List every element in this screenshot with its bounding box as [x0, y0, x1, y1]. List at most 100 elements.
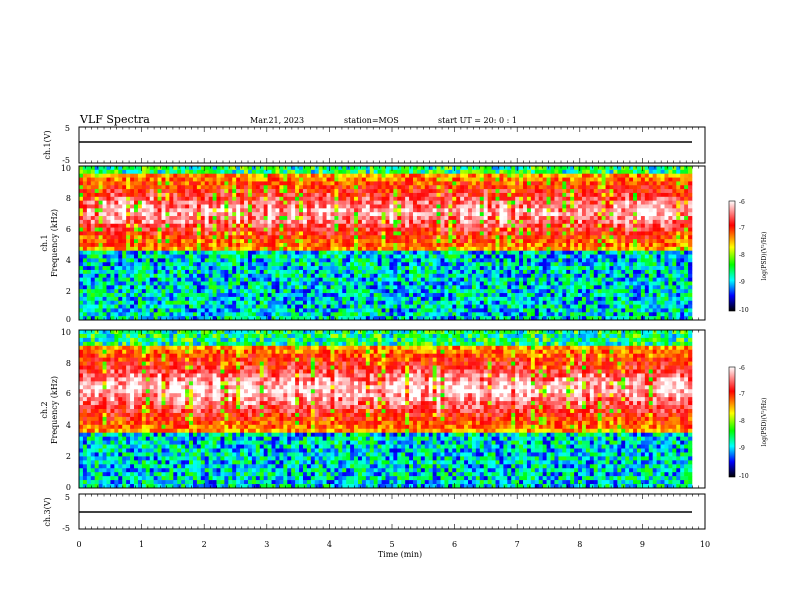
- spectrogram-cell: [236, 269, 241, 275]
- spectrogram-cell: [334, 254, 339, 259]
- spectrogram-cell: [342, 285, 347, 290]
- spectrogram-cell: [326, 173, 331, 178]
- spectrogram-cell: [526, 262, 532, 267]
- spectrogram-cell: [365, 223, 371, 228]
- spectrogram-cell: [361, 189, 367, 194]
- spectrogram-cell: [295, 246, 300, 251]
- spectrogram-cell: [499, 285, 504, 290]
- spectrogram-cell: [464, 277, 469, 282]
- spectrogram-cell: [416, 285, 422, 290]
- spectrogram-cell: [495, 246, 500, 251]
- spectrogram-cell: [86, 293, 92, 298]
- spectrogram-cell: [122, 212, 127, 217]
- spectrogram-cell: [79, 316, 84, 321]
- spectrogram-cell: [126, 169, 131, 174]
- spectrogram-cell: [448, 219, 453, 225]
- spectrogram-cell: [409, 289, 414, 294]
- spectrogram-cell: [483, 219, 488, 225]
- spectrogram-cell: [401, 223, 406, 228]
- spectrogram-cell: [157, 216, 162, 221]
- spectrogram-cell: [389, 293, 394, 298]
- spectrogram-cell: [244, 200, 249, 205]
- spectrogram-cell: [157, 289, 162, 294]
- spectrogram-cell: [204, 308, 209, 313]
- spectrogram-cell: [200, 166, 206, 171]
- spectrogram-cell: [302, 246, 308, 251]
- spectrogram-cell: [196, 266, 202, 271]
- spectrogram-cell: [448, 304, 453, 309]
- spectrogram-cell: [130, 273, 135, 278]
- spectrogram-cell: [405, 273, 410, 278]
- spectrogram-cell: [173, 212, 178, 217]
- spectrogram-cell: [79, 243, 84, 248]
- spectrogram-cell: [118, 196, 123, 201]
- spectrogram-cell: [495, 223, 500, 228]
- spectrogram-cell: [483, 254, 488, 259]
- spectrogram-cell: [137, 289, 143, 294]
- spectrogram-cell: [82, 169, 88, 174]
- spectrogram-cell: [90, 269, 96, 275]
- spectrogram-cell: [405, 166, 410, 171]
- spectrogram-cell: [413, 200, 418, 205]
- spectrogram-cell: [302, 243, 308, 248]
- spectrogram-cell: [295, 227, 300, 232]
- spectrogram-cell: [444, 300, 449, 305]
- spectrogram-cell: [130, 289, 135, 294]
- spectrogram-cell: [102, 212, 107, 217]
- spectrogram-cell: [515, 177, 520, 182]
- spectrogram-cell: [416, 169, 422, 174]
- spectrogram-cell: [90, 293, 96, 298]
- spectrogram-cell: [365, 216, 371, 221]
- spectrogram-cell: [240, 189, 245, 194]
- spectrogram-cell: [204, 196, 209, 201]
- spectrogram-cell: [165, 208, 170, 213]
- spectrogram-cell: [118, 250, 123, 255]
- spectrogram-cell: [263, 300, 268, 305]
- spectrogram-cell: [126, 243, 131, 248]
- spectrogram-cell: [185, 212, 190, 217]
- spectrogram-cell: [373, 223, 378, 228]
- spectrogram-cell: [306, 204, 312, 209]
- spectrogram-cell: [523, 196, 528, 201]
- spectrogram-cell: [196, 166, 202, 171]
- spectrogram-cell: [82, 192, 88, 198]
- spectrogram-cell: [137, 293, 143, 298]
- spectrogram-cell: [330, 281, 335, 286]
- spectrogram-cell: [114, 208, 119, 213]
- spectrogram-cell: [196, 169, 202, 174]
- spectrogram-cell: [224, 200, 229, 205]
- spectrogram-cell: [523, 219, 528, 225]
- spectrogram-cell: [259, 293, 264, 298]
- spectrogram-cell: [232, 308, 237, 313]
- spectrogram-cell: [255, 266, 261, 271]
- spectrogram-cell: [487, 231, 492, 236]
- spectrogram-cell: [224, 231, 229, 236]
- spectrogram-cell: [330, 169, 335, 174]
- spectrogram-cell: [271, 250, 276, 255]
- spectrogram-cell: [330, 285, 335, 290]
- spectrogram-cell: [165, 304, 170, 309]
- spectrogram-cell: [456, 181, 461, 186]
- spectrogram-cell: [259, 273, 264, 278]
- spectrogram-cell: [369, 262, 375, 267]
- spectrogram-cell: [165, 308, 170, 313]
- spectrogram-cell: [220, 300, 225, 305]
- spectrogram-cell: [283, 227, 288, 232]
- spectrogram-cell: [369, 277, 375, 282]
- spectrogram-cell: [157, 166, 162, 171]
- spectrogram-cell: [145, 235, 151, 240]
- spectrogram-cell: [299, 173, 304, 178]
- spectrogram-cell: [153, 204, 158, 209]
- spectrogram-cell: [141, 289, 147, 294]
- spectrogram-cell: [177, 231, 182, 236]
- spectrogram-cell: [279, 169, 284, 174]
- spectrogram-cell: [350, 304, 355, 309]
- spectrogram-cell: [94, 300, 99, 305]
- spectrogram-cell: [134, 254, 139, 259]
- spectrogram-cell: [149, 269, 154, 275]
- spectrogram-cell: [491, 300, 496, 305]
- spectrogram-cell: [342, 262, 347, 267]
- spectrogram-cell: [413, 308, 418, 313]
- spectrogram-cell: [322, 293, 327, 298]
- spectrogram-cell: [432, 266, 437, 271]
